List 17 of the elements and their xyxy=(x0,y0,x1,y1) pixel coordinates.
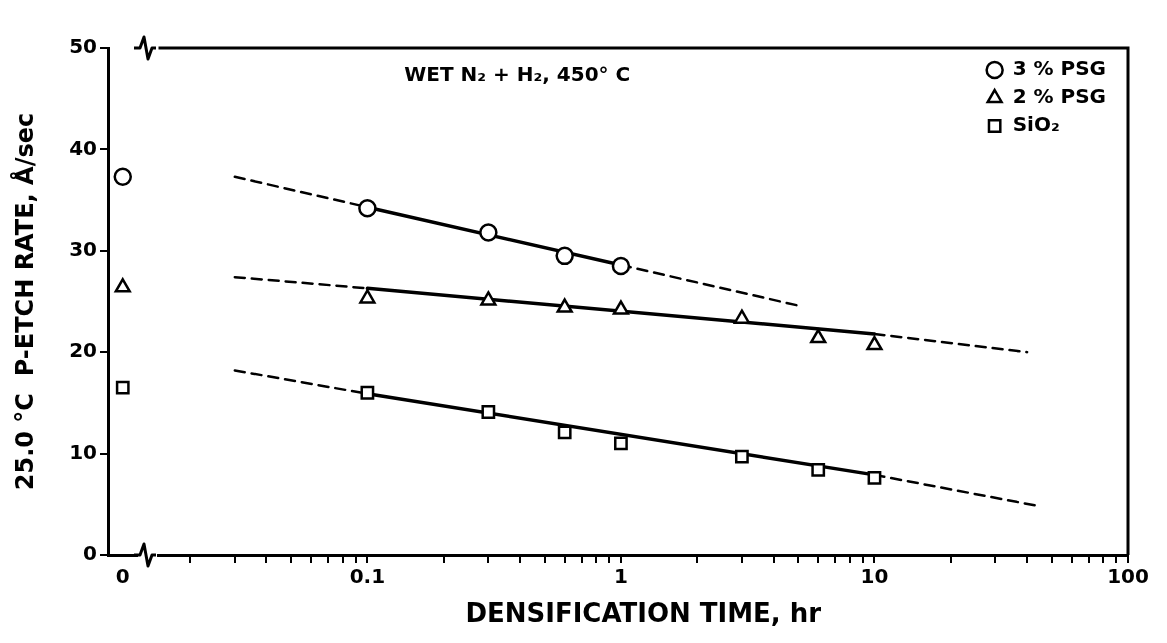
x-tick-label: 100 xyxy=(1107,564,1149,589)
x-tick-label: 0 xyxy=(115,564,130,589)
y-tick-label: 40 xyxy=(69,135,97,160)
y-tick-label: 50 xyxy=(69,34,97,59)
legend-label: 2 % PSG xyxy=(1012,84,1106,109)
x-axis-title: DENSIFICATION TIME, hr xyxy=(465,598,822,629)
legend-label: SiO₂ xyxy=(1012,112,1060,137)
annotation: WET N₂ + H₂, 450° C xyxy=(404,62,631,87)
y-tick-label: 0 xyxy=(83,541,97,566)
y-tick-label: 10 xyxy=(69,439,97,464)
legend-label: 3 % PSG xyxy=(1012,56,1106,81)
x-tick-label: 10 xyxy=(860,564,889,589)
x-tick-label: 1 xyxy=(613,564,628,589)
x-tick-label: 0.1 xyxy=(349,564,386,589)
y-tick-label: 20 xyxy=(69,338,97,363)
y-tick-label: 30 xyxy=(69,237,97,261)
y-axis-title: 25.0 °C P-ETCH RATE, Å/sec xyxy=(9,112,39,491)
